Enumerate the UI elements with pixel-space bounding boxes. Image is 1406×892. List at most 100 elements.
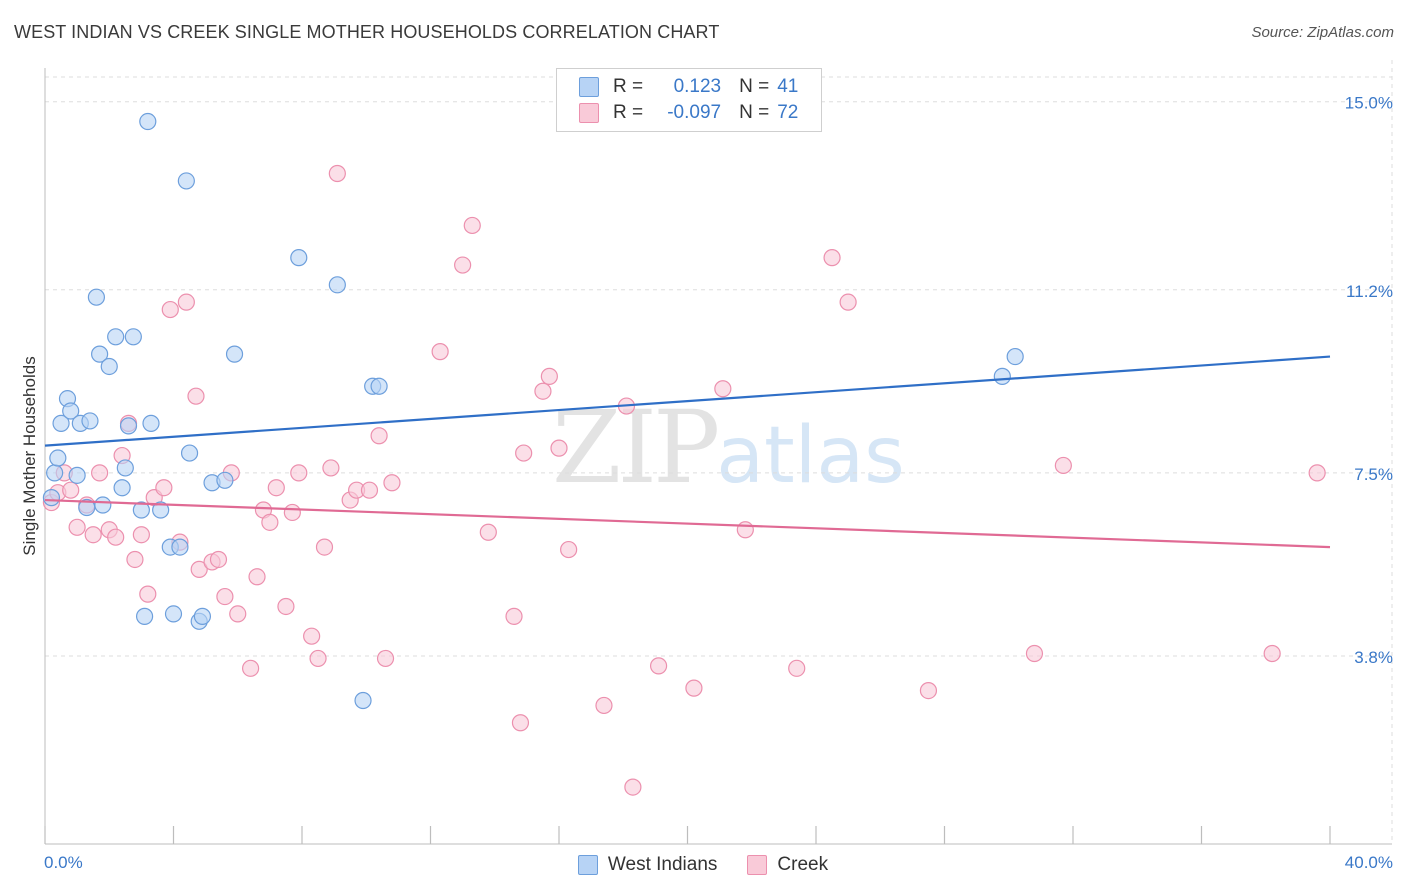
y-tick-label: 7.5%	[1354, 465, 1393, 484]
series-legend-west-indians[interactable]: West Indians	[577, 854, 718, 876]
west-indians-point	[113, 479, 131, 497]
watermark: ZIPatlas	[552, 398, 905, 498]
creek-point	[303, 627, 321, 645]
creek-point	[209, 550, 228, 569]
creek-point	[283, 503, 301, 522]
west-indians-point	[62, 402, 80, 420]
west-indians-point	[171, 538, 189, 556]
creek-point	[216, 587, 234, 606]
west-indians-point	[142, 414, 160, 432]
creek-point	[248, 568, 266, 586]
creek-point	[463, 216, 481, 235]
data-points	[42, 112, 1326, 796]
watermark-zip: ZIP	[552, 389, 720, 506]
creek-point	[823, 249, 841, 267]
creek-point	[376, 649, 395, 668]
creek-trend-line	[44, 498, 1331, 549]
y-tick-label: 3.8%	[1354, 648, 1393, 667]
creek-point	[431, 343, 449, 361]
west-indians-point	[193, 607, 212, 625]
creek-point	[229, 605, 247, 623]
creek-point	[714, 380, 732, 398]
creek-point	[132, 526, 150, 544]
west-indians-trend-line	[44, 355, 1331, 447]
west-indians-point	[100, 357, 118, 376]
series-swatch-west-indians	[577, 855, 598, 875]
creek-point	[685, 679, 703, 697]
west-indians-point	[132, 501, 150, 519]
legend-n-label: N =	[739, 76, 770, 97]
creek-point	[788, 659, 806, 677]
creek-point	[190, 560, 208, 578]
legend-swatch-west-indians	[579, 77, 599, 97]
west-indians-point	[91, 345, 109, 363]
creek-point	[1263, 644, 1281, 663]
series-legend-creek[interactable]: Creek	[747, 854, 828, 876]
creek-point	[267, 479, 285, 497]
west-indians-point	[139, 112, 157, 131]
series-legend-label: Creek	[777, 854, 829, 875]
creek-point	[649, 657, 668, 675]
trend-lines	[44, 355, 1331, 549]
creek-point	[155, 479, 173, 497]
west-indians-point	[42, 489, 61, 507]
chart-source: Source: ZipAtlas.com	[1251, 24, 1394, 41]
west-indians-point	[52, 414, 70, 432]
west-indians-point	[177, 172, 195, 190]
creek-point	[736, 521, 754, 539]
chart-title: WEST INDIAN VS CREEK SINGLE MOTHER HOUSE…	[14, 22, 720, 42]
y-tick-label: 11.2%	[1346, 282, 1393, 301]
creek-point	[454, 256, 472, 274]
creek-point	[505, 607, 523, 625]
creek-point	[91, 464, 109, 482]
west-indians-point	[116, 459, 134, 477]
west-indians-point	[87, 288, 106, 306]
creek-point	[277, 597, 295, 616]
y-tick-label: 15.0%	[1345, 94, 1393, 113]
creek-point	[68, 518, 86, 536]
legend-r-label: R =	[613, 76, 644, 97]
creek-point	[839, 293, 857, 311]
axes	[44, 68, 1392, 845]
creek-point	[84, 526, 102, 544]
west-indians-point	[81, 412, 99, 430]
creek-point	[1054, 456, 1072, 475]
west-indians-point	[180, 444, 199, 462]
creek-point	[919, 681, 938, 700]
west-indians-point	[152, 501, 170, 519]
creek-point	[290, 464, 308, 482]
west-indians-point	[135, 607, 154, 625]
tick-labels: 3.8% 7.5% 11.2% 15.0% 0.0% 40.0%	[44, 94, 1393, 872]
creek-point	[242, 659, 260, 677]
west-indians-point	[119, 417, 138, 435]
creek-point	[360, 481, 379, 499]
creek-point	[370, 427, 388, 445]
creek-point	[309, 649, 327, 668]
legend-n-label: N =	[739, 102, 770, 123]
creek-point	[139, 585, 157, 603]
series-legend: West Indians Creek	[0, 852, 1406, 878]
west-indians-point	[1006, 347, 1024, 366]
creek-point	[107, 528, 125, 546]
creek-point	[479, 523, 497, 541]
legend-row-creek: R = -0.097 N = 72	[579, 101, 817, 125]
correlation-legend: R = 0.123 N = 41 R = -0.097 N = 72	[556, 68, 822, 132]
creek-point	[624, 778, 642, 796]
west-indians-point	[225, 345, 244, 363]
west-indians-point	[216, 471, 234, 489]
series-swatch-creek	[747, 855, 768, 875]
west-indians-point	[354, 691, 372, 710]
series-legend-label: West Indians	[607, 854, 718, 875]
west-indians-point	[94, 496, 112, 514]
creek-point	[511, 714, 530, 732]
west-indians-point	[49, 449, 67, 467]
creek-point	[515, 444, 533, 462]
west-indians-point	[290, 249, 308, 267]
creek-point	[540, 367, 558, 385]
creek-point	[322, 459, 340, 477]
west-indians-point	[164, 605, 183, 623]
west-indians-point	[328, 276, 346, 294]
creek-point	[1308, 464, 1326, 482]
legend-n-value: 72	[777, 102, 799, 123]
